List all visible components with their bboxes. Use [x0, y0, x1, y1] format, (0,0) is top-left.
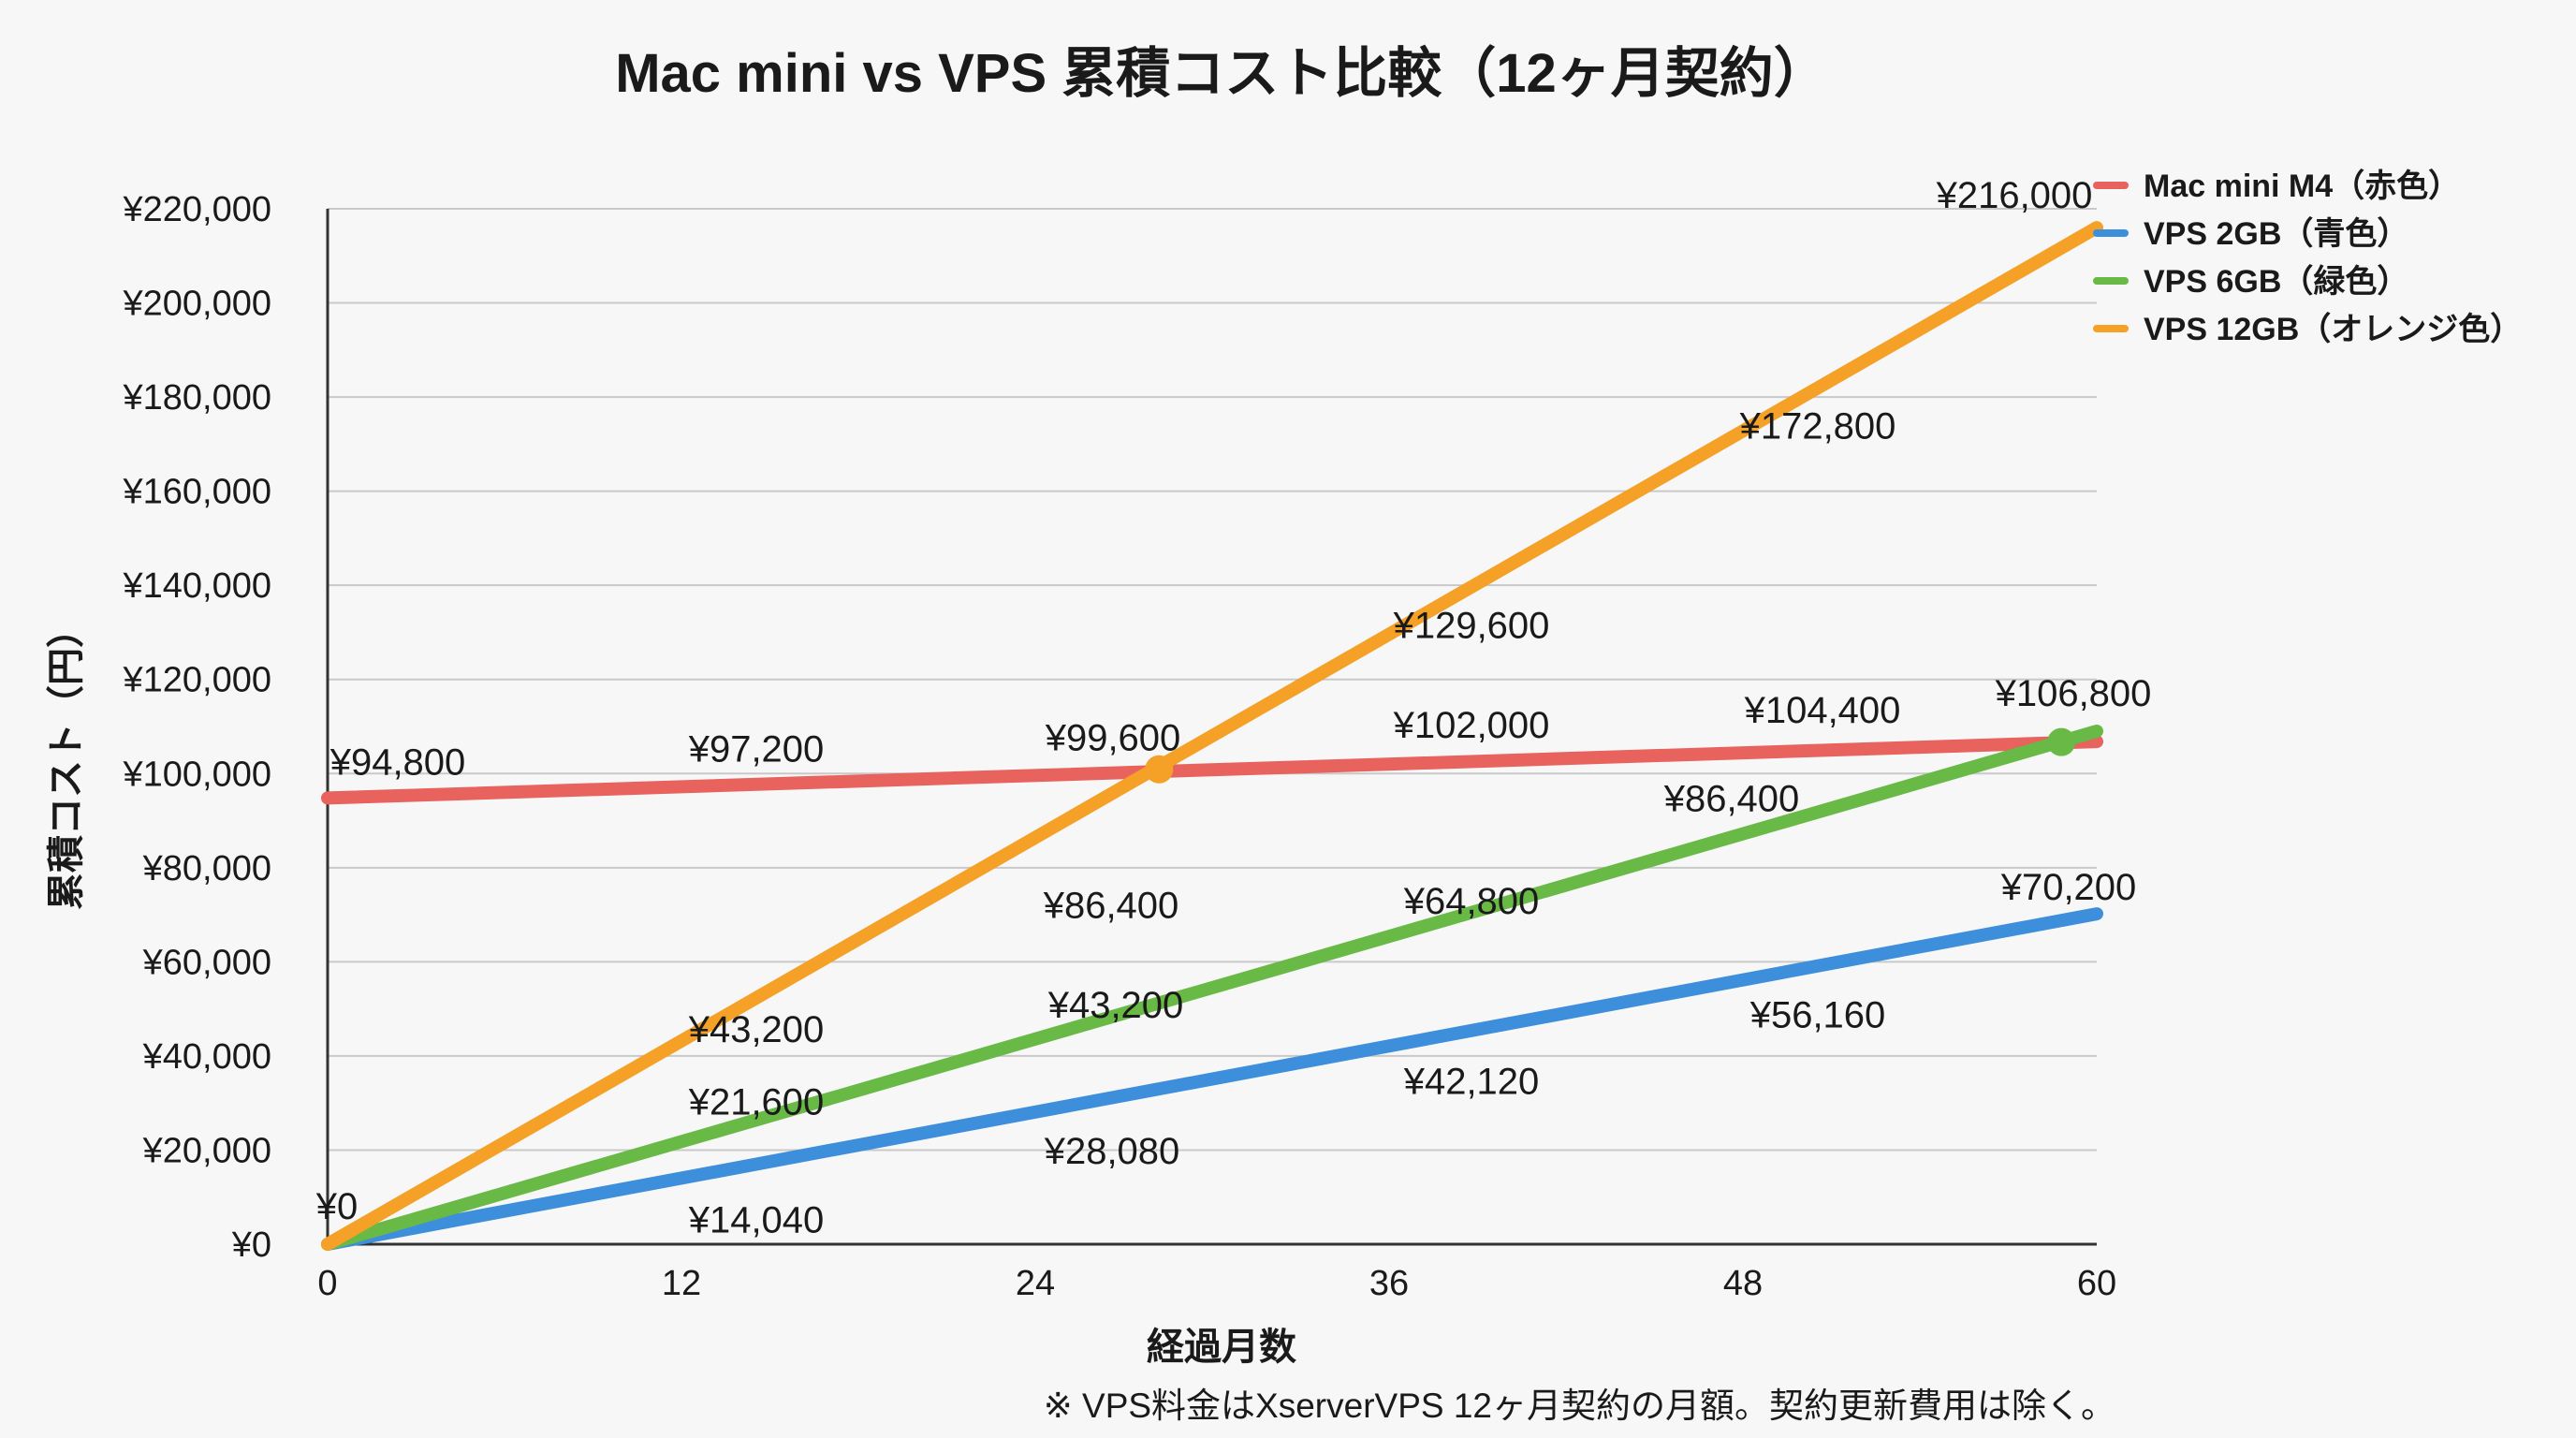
y-axis-label: 累積コスト（円）: [46, 610, 87, 910]
x-tick-label: 60: [2077, 1264, 2116, 1303]
x-axis-label: 経過月数: [1147, 1327, 1296, 1368]
data-label: ¥104,400: [1744, 690, 1901, 731]
data-label: ¥64,800: [1403, 881, 1540, 922]
data-label: ¥43,200: [1047, 985, 1184, 1026]
data-label: ¥216,000: [1936, 175, 2093, 216]
y-tick-label: ¥40,000: [142, 1037, 271, 1077]
data-label: ¥14,040: [688, 1199, 825, 1240]
data-label: ¥42,120: [1403, 1061, 1540, 1102]
x-tick-label: 36: [1369, 1264, 1409, 1303]
data-label: ¥28,080: [1044, 1131, 1180, 1172]
data-label: ¥102,000: [1393, 705, 1550, 746]
data-label: ¥99,600: [1045, 717, 1181, 758]
y-tick-label: ¥0: [231, 1225, 271, 1265]
intersection-marker: [2047, 727, 2076, 756]
y-tick-label: ¥220,000: [123, 190, 272, 229]
y-tick-label: ¥100,000: [123, 755, 272, 794]
series-lines: [321, 221, 2103, 1251]
data-label: ¥21,600: [688, 1081, 825, 1123]
axes: [326, 209, 2097, 1246]
data-labels: ¥94,800 ¥97,200 ¥99,600 ¥102,000 ¥104,400 ¥10…: [315, 175, 2152, 1240]
footnote: ※ VPS料金はXserverVPS 12ヶ月契約の月額。契約更新費用は除く。: [1044, 1387, 2115, 1425]
series-line-0: [321, 735, 2103, 805]
data-label: ¥94,800: [329, 741, 466, 783]
x-tick-label: 48: [1723, 1264, 1763, 1303]
data-label: ¥86,400: [1663, 779, 1800, 820]
y-tick-label: ¥80,000: [142, 849, 271, 888]
x-tick-label: 12: [662, 1264, 701, 1303]
y-tick-label: ¥180,000: [123, 378, 272, 418]
series-line-1: [321, 907, 2103, 1251]
data-label: ¥106,800: [1995, 673, 2152, 714]
legend-entry: VPS 2GB（青色）: [2144, 215, 2408, 252]
x-tick-label: 0: [317, 1264, 337, 1303]
intersection-markers: [1145, 727, 2076, 784]
data-label: ¥129,600: [1393, 605, 1550, 646]
legend-entry: Mac mini M4（赤色）: [2144, 168, 2460, 204]
data-label: ¥97,200: [688, 728, 825, 770]
chart-title: Mac mini vs VPS 累積コスト比較（12ヶ月契約）: [615, 43, 1828, 104]
x-tick-labels: 0 12 24 36 48 60: [317, 1264, 2116, 1303]
data-label: ¥0: [315, 1186, 359, 1227]
y-tick-labels: ¥0 ¥20,000 ¥40,000 ¥60,000 ¥80,000 ¥100,000 ¥1…: [123, 190, 272, 1265]
data-label: ¥56,160: [1749, 995, 1886, 1036]
y-tick-label: ¥140,000: [123, 566, 272, 606]
legend: Mac mini M4（赤色） VPS 2GB（青色） VPS 6GB（緑色） VPS…: [2093, 168, 2522, 347]
y-tick-label: ¥200,000: [123, 285, 272, 324]
data-label: ¥172,800: [1739, 405, 1896, 447]
y-tick-label: ¥60,000: [142, 943, 271, 982]
legend-entry: VPS 6GB（緑色）: [2144, 263, 2408, 300]
y-tick-label: ¥120,000: [123, 661, 272, 700]
data-label: ¥86,400: [1043, 886, 1179, 927]
data-label: ¥43,200: [688, 1009, 825, 1050]
legend-entry: VPS 12GB（オレンジ色）: [2144, 311, 2522, 347]
gridlines: [328, 208, 2097, 1152]
data-label: ¥70,200: [2000, 867, 2137, 908]
intersection-marker: [1145, 755, 1174, 784]
y-tick-label: ¥160,000: [123, 473, 272, 512]
series-line-2: [321, 725, 2103, 1251]
series-line-3: [321, 221, 2103, 1251]
x-tick-label: 24: [1016, 1264, 1055, 1303]
y-tick-label: ¥20,000: [142, 1131, 271, 1170]
